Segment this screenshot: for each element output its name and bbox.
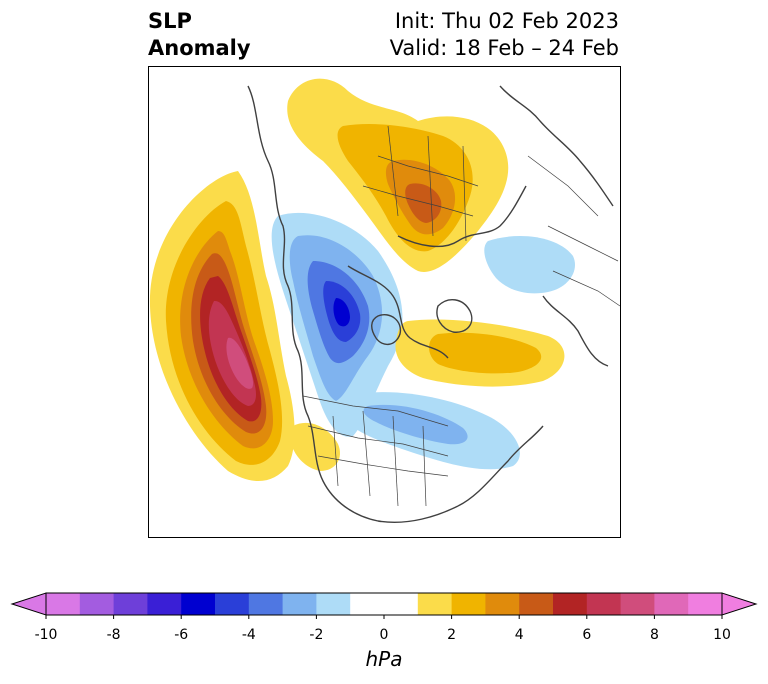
colorbar: -10 -8 -6 -4 -2 0 2 4 6 8 10 hPa xyxy=(10,592,758,671)
colorbar-tick-label: 6 xyxy=(582,627,591,643)
colorbar-bin xyxy=(417,593,453,615)
colorbar-bin xyxy=(215,593,250,615)
colorbar-bin xyxy=(79,593,115,615)
east-north-america-low-anomaly xyxy=(340,392,520,470)
date-title: Init: Thu 02 Feb 2023 Valid: 18 Feb – 24… xyxy=(390,8,619,62)
colorbar-bin xyxy=(113,593,148,615)
colorbar-bin xyxy=(46,593,81,615)
colorbar-ticks: -10 -8 -6 -4 -2 0 2 4 6 8 10 xyxy=(35,615,731,643)
colorbar-bins xyxy=(10,592,758,616)
colorbar-bin xyxy=(654,593,689,615)
colorbar-bin xyxy=(350,593,385,615)
coastlines xyxy=(247,85,614,524)
variable-title-line1: SLP xyxy=(148,9,192,33)
colorbar-bin xyxy=(384,593,419,615)
colorbar-tick-label: -8 xyxy=(107,627,121,643)
colorbar-bin xyxy=(147,593,182,615)
colorbar-over-extend xyxy=(721,592,758,616)
colorbar-tick-label: -6 xyxy=(174,627,188,643)
colorbar-bin xyxy=(519,593,554,615)
colorbar-tick-label: -2 xyxy=(309,627,323,643)
colorbar-bin xyxy=(451,593,486,615)
variable-title: SLP Anomaly xyxy=(148,8,251,62)
slp-anomaly-map xyxy=(148,66,621,538)
colorbar-bin xyxy=(688,593,723,615)
init-date: Init: Thu 02 Feb 2023 xyxy=(394,9,619,33)
colorbar-bin xyxy=(181,593,216,615)
colorbar-bin xyxy=(553,593,588,615)
colorbar-bin xyxy=(248,593,284,615)
colorbar-tick-label: 8 xyxy=(650,627,659,643)
east-asia-low-anomaly xyxy=(484,236,576,294)
political-borders xyxy=(302,125,621,507)
north-pacific-high-anomaly xyxy=(149,171,295,482)
colorbar-tick-label: 10 xyxy=(713,627,731,643)
colorbar-bin xyxy=(282,593,317,615)
valid-date: Valid: 18 Feb – 24 Feb xyxy=(389,36,619,60)
colorbar-tick-label: -10 xyxy=(35,627,58,643)
colorbar-bin xyxy=(316,593,351,615)
colorbar-unit-label: hPa xyxy=(366,647,403,671)
north-atlantic-high-anomaly xyxy=(395,319,565,387)
colorbar-tick-label: 4 xyxy=(515,627,524,643)
colorbar-bin xyxy=(485,593,520,615)
variable-title-line2: Anomaly xyxy=(148,36,251,60)
siberia-high-anomaly xyxy=(287,78,509,272)
colorbar-under-extend xyxy=(10,592,47,616)
colorbar-tick-label: 0 xyxy=(380,627,389,643)
colorbar-tick-label: -4 xyxy=(242,627,256,643)
colorbar-tick-label: 2 xyxy=(447,627,456,643)
colorbar-bin xyxy=(586,593,622,615)
colorbar-bin xyxy=(620,593,655,615)
canada-low-anomaly xyxy=(271,212,403,437)
